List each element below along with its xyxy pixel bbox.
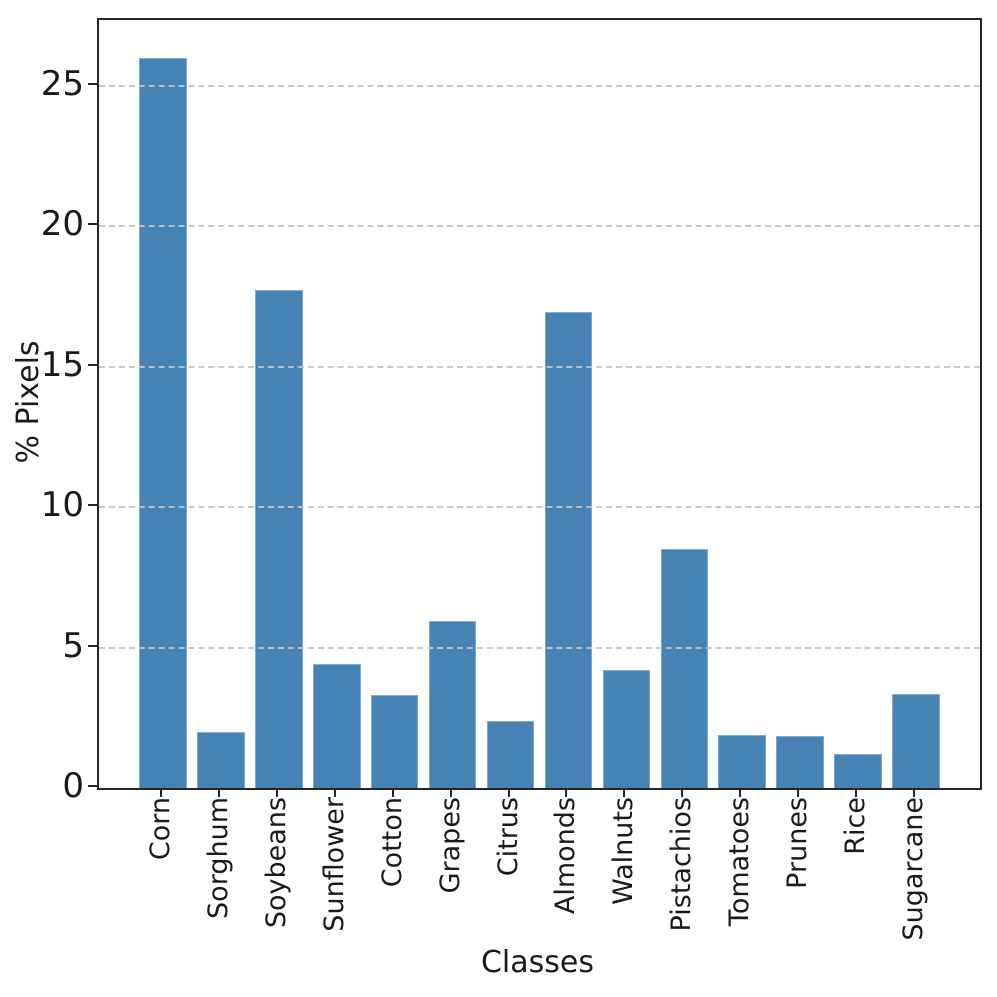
x-tick-label-12: Rice (840, 797, 872, 855)
bar-tomatoes (718, 734, 766, 788)
bar-soybeans (255, 289, 303, 788)
x-tick-mark (681, 788, 684, 797)
y-tick-label: 10 (40, 485, 84, 526)
y-tick-label: 0 (62, 766, 84, 806)
bar-prunes (776, 736, 824, 788)
y-tick-mark (88, 504, 97, 507)
plot-area (97, 18, 982, 790)
bar-grapes (428, 620, 477, 788)
bar-sunflower (313, 664, 361, 788)
x-tick-mark (623, 788, 626, 797)
x-tick-label-1: Sorghum (202, 797, 234, 919)
x-tick-mark (797, 788, 800, 797)
x-tick-label-0: Corn (145, 797, 176, 861)
gridline-15 (99, 365, 980, 368)
bar-rice (834, 754, 882, 788)
bar-citrus (486, 720, 535, 788)
x-tick-label-11: Prunes (782, 797, 814, 889)
x-tick-mark (217, 788, 220, 797)
gridline-25 (99, 84, 980, 87)
x-tick-label-2: Soybeans (260, 797, 292, 929)
x-axis-title: Classes (480, 945, 594, 980)
x-tick-mark (333, 788, 336, 797)
x-tick-label-9: Pistachios (666, 797, 698, 932)
bar-sorghum (197, 731, 245, 788)
bar-walnuts (602, 670, 651, 788)
x-tick-mark (160, 788, 162, 797)
x-tick-label-10: Tomatoes (724, 797, 756, 927)
x-tick-mark (275, 788, 278, 797)
x-tick-mark (739, 788, 742, 797)
x-tick-label-13: Sugarcane (898, 797, 929, 941)
gridline-5 (99, 646, 980, 649)
y-tick-mark (88, 644, 97, 647)
x-tick-mark (507, 788, 510, 797)
x-tick-label-4: Cotton (376, 797, 408, 888)
x-tick-mark (913, 788, 915, 797)
x-tick-label-6: Citrus (492, 797, 524, 877)
y-tick-label: 25 (40, 63, 84, 104)
x-tick-mark (855, 788, 858, 797)
bar-corn (139, 57, 187, 788)
y-tick-mark (88, 363, 97, 366)
y-tick-label: 20 (40, 204, 84, 245)
bar-cotton (370, 695, 419, 788)
x-tick-mark (565, 788, 568, 797)
x-tick-mark (449, 788, 452, 797)
y-tick-mark (88, 785, 97, 787)
y-tick-mark (88, 223, 97, 226)
gridline-20 (99, 225, 980, 228)
x-tick-mark (391, 788, 394, 797)
y-tick-label: 15 (40, 344, 84, 385)
bar-sugarcane (892, 693, 940, 788)
y-tick-label: 5 (62, 625, 84, 666)
bar-almonds (544, 312, 593, 788)
x-tick-label-5: Grapes (434, 797, 466, 894)
x-tick-label-8: Walnuts (608, 797, 640, 905)
gridline-10 (99, 506, 980, 509)
y-tick-mark (88, 82, 97, 85)
x-tick-label-3: Sunflower (318, 797, 350, 932)
x-tick-label-7: Almonds (550, 797, 582, 915)
bar-pistachios (660, 549, 709, 788)
